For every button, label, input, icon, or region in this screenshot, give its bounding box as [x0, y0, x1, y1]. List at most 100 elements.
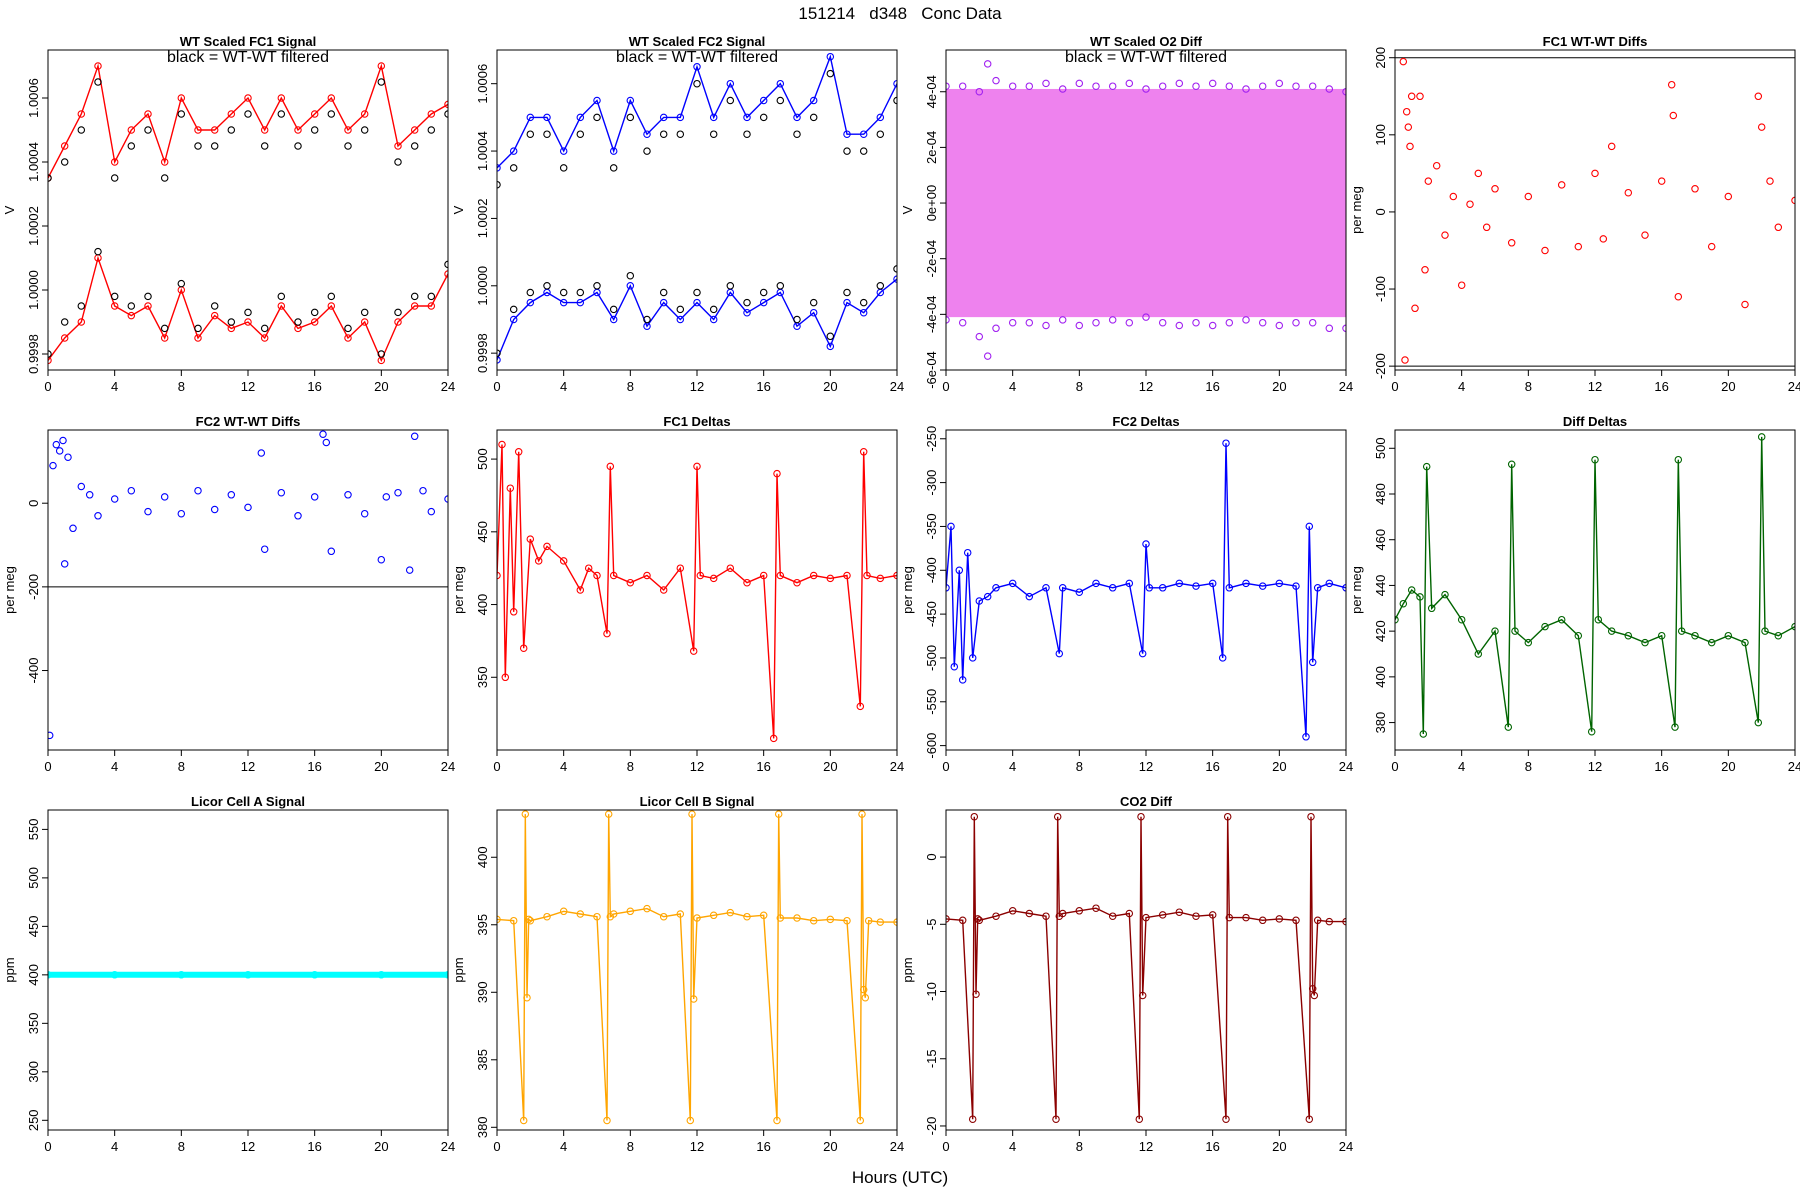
- y-tick-label: -100: [1373, 276, 1388, 302]
- data-point: [1025, 82, 1034, 90]
- data-point: [947, 522, 955, 531]
- plot-area: [497, 52, 897, 364]
- x-tick-label: 4: [1009, 759, 1016, 774]
- y-tick-label: 1.0000: [26, 270, 41, 310]
- x-tick-label: 8: [178, 759, 185, 774]
- series-wt-wt-filtered-low: [497, 265, 897, 357]
- data-point: [859, 308, 868, 317]
- data-point: [194, 324, 202, 333]
- data-point: [194, 126, 202, 134]
- series-wt-wt-filtered-high: [497, 69, 897, 189]
- data-point: [60, 334, 69, 342]
- data-point: [693, 79, 701, 88]
- data-point: [1541, 246, 1549, 255]
- data-point: [983, 352, 992, 360]
- data-point: [1258, 318, 1267, 327]
- data-point: [227, 126, 236, 134]
- data-point: [260, 334, 269, 342]
- series-line: [497, 814, 897, 1121]
- data-point: [659, 113, 668, 122]
- x-tick-label: 16: [1654, 759, 1668, 774]
- x-tick-label: 24: [1339, 1139, 1353, 1154]
- series-signal: [48, 971, 448, 979]
- panel-licor-b: 0 4 8 12 16 20 24 380 385 390 395 400 ppm Licor Cell …: [451, 794, 904, 1154]
- x-tick-label: 16: [307, 1139, 321, 1154]
- data-point: [327, 110, 336, 118]
- x-tick-label: 24: [441, 379, 455, 394]
- data-point: [77, 482, 86, 491]
- data-point: [194, 334, 202, 342]
- data-point: [1774, 631, 1783, 640]
- data-point: [509, 916, 518, 925]
- data-point: [726, 282, 735, 290]
- y-axis-label: per meg: [451, 566, 466, 614]
- data-point: [576, 130, 585, 138]
- data-point: [559, 164, 568, 172]
- x-tick-label: 0: [942, 759, 949, 774]
- plot-frame: [496, 809, 898, 1131]
- data-point: [970, 812, 979, 821]
- panel-fc2-signal: 0 4 8 12 16 20 24 0.9998 1.0000 1.0002 1.0004 1.000…: [451, 34, 904, 394]
- data-point: [1707, 638, 1716, 647]
- plot-area: [497, 810, 897, 1125]
- data-point: [856, 702, 865, 711]
- data-point: [809, 916, 818, 925]
- series-lower-points: [946, 313, 1346, 360]
- data-point: [144, 302, 152, 310]
- data-point: [843, 288, 851, 297]
- data-point: [826, 52, 835, 61]
- data-point: [244, 971, 252, 979]
- data-point: [177, 971, 186, 979]
- x-tick-label: 12: [241, 1139, 255, 1154]
- panel-annotation: black = WT-WT filtered: [1065, 49, 1227, 66]
- data-point: [793, 315, 801, 324]
- data-point: [48, 971, 52, 979]
- data-point: [1108, 912, 1117, 920]
- data-point: [609, 571, 618, 580]
- data-point: [64, 453, 72, 461]
- data-point: [344, 491, 352, 499]
- data-point: [1125, 579, 1134, 588]
- data-point: [688, 810, 696, 818]
- data-point: [709, 911, 718, 920]
- data-point: [1108, 316, 1117, 324]
- data-point: [793, 113, 801, 122]
- data-point: [94, 512, 102, 520]
- data-point: [1225, 584, 1234, 592]
- x-tick-label: 20: [823, 1139, 837, 1154]
- data-point: [48, 731, 54, 740]
- x-tick-label: 4: [1009, 379, 1016, 394]
- data-point: [859, 147, 868, 155]
- data-point: [1757, 433, 1766, 441]
- data-point: [177, 279, 186, 288]
- data-point: [509, 164, 518, 172]
- panel-title: FC1 WT-WT Diffs: [1543, 34, 1648, 49]
- data-point: [110, 302, 119, 310]
- data-point: [1208, 321, 1217, 330]
- y-tick-label: 100: [1373, 124, 1388, 146]
- data-point: [856, 1116, 865, 1125]
- data-point: [859, 130, 868, 138]
- data-point: [793, 578, 801, 587]
- y-tick-label: 1.0002: [26, 206, 41, 246]
- data-point: [864, 916, 873, 925]
- data-point: [1258, 582, 1267, 590]
- series-line: [48, 255, 448, 363]
- data-point: [1677, 627, 1686, 635]
- data-point: [427, 110, 436, 118]
- series-deltas: [497, 440, 897, 743]
- data-point: [968, 654, 977, 662]
- data-point: [689, 995, 698, 1003]
- data-point: [227, 318, 236, 326]
- y-tick-label: 200: [1373, 47, 1388, 69]
- y-tick-label: 1.0006: [26, 78, 41, 118]
- data-point: [427, 302, 436, 310]
- y-tick-label: 440: [1373, 575, 1388, 597]
- data-point: [1092, 318, 1100, 327]
- plot-area: [1395, 433, 1795, 738]
- data-point: [59, 436, 67, 445]
- data-point: [60, 560, 69, 568]
- data-point: [1145, 584, 1154, 592]
- data-point: [946, 82, 950, 90]
- data-point: [693, 914, 701, 922]
